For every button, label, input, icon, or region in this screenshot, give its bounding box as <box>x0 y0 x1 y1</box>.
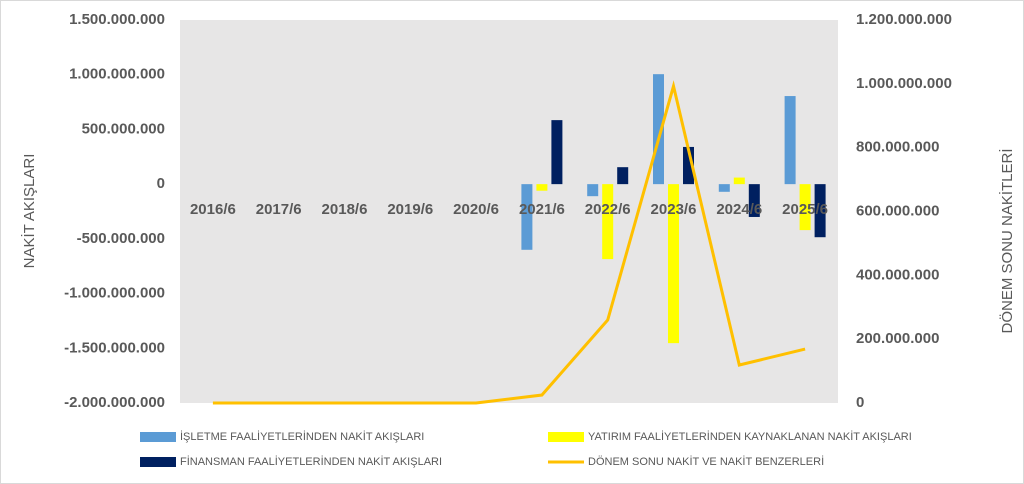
bar <box>799 184 811 231</box>
bar <box>814 184 826 238</box>
x-tick-label: 2020/6 <box>453 201 499 218</box>
bar <box>521 184 533 250</box>
y-tick-label: 1.000.000.000 <box>69 66 165 83</box>
bar <box>784 96 796 185</box>
y2-tick-label: 400.000.000 <box>856 266 939 283</box>
legend-label: FİNANSMAN FAALİYETLERİNDEN NAKİT AKIŞLAR… <box>180 455 442 468</box>
bar <box>668 184 679 344</box>
bar <box>551 120 563 185</box>
bar <box>718 184 730 192</box>
x-tick-label: 2016/6 <box>190 201 236 218</box>
bar <box>748 184 760 217</box>
y-tick-label: -1.500.000.000 <box>64 339 165 356</box>
bar <box>617 167 629 185</box>
bar <box>733 177 745 185</box>
legend-marker <box>140 432 176 442</box>
y-tick-label: -1.000.000.000 <box>64 285 165 302</box>
y-tick-label: -2.000.000.000 <box>64 394 165 411</box>
y-tick-label: -500.000.000 <box>77 230 165 247</box>
bar <box>602 184 614 260</box>
line <box>212 80 806 405</box>
bar <box>653 74 664 185</box>
x-tick-label: 2025/6 <box>782 201 828 218</box>
bar <box>683 146 694 185</box>
y2-tick-label: 1.000.000.000 <box>856 75 952 92</box>
plot-area <box>180 20 838 403</box>
legend-label: YATIRIM FAALİYETLERİNDEN KAYNAKLANAN NAK… <box>588 430 912 443</box>
y-tick-label: 1.500.000.000 <box>69 11 165 28</box>
y-axis-label: NAKİT AKIŞLARI <box>20 154 38 269</box>
bar <box>536 184 548 191</box>
y2-tick-label: 800.000.000 <box>856 139 939 156</box>
bar <box>587 184 599 197</box>
y2-tick-label: 200.000.000 <box>856 330 939 347</box>
legend-label: DÖNEM SONU NAKİT VE NAKİT BENZERLERİ <box>588 455 824 468</box>
x-tick-label: 2021/6 <box>519 201 565 218</box>
y2-tick-label: 600.000.000 <box>856 202 939 219</box>
x-tick-label: 2023/6 <box>651 201 697 218</box>
y2-axis-label: DÖNEM SONU NAKİTLERİ <box>998 148 1016 333</box>
y-tick-label: 0 <box>157 175 165 192</box>
x-tick-label: 2017/6 <box>256 201 302 218</box>
y-tick-label: 500.000.000 <box>82 120 165 137</box>
x-tick-label: 2018/6 <box>322 201 368 218</box>
legend-marker <box>140 457 176 467</box>
legend-marker <box>548 432 584 442</box>
legend-label: İŞLETME FAALİYETLERİNDEN NAKİT AKIŞLARI <box>180 430 424 443</box>
y2-tick-label: 0 <box>856 394 864 411</box>
y2-tick-label: 1.200.000.000 <box>856 11 952 28</box>
x-tick-label: 2024/6 <box>716 201 762 218</box>
x-tick-label: 2022/6 <box>585 201 631 218</box>
x-tick-label: 2019/6 <box>387 201 433 218</box>
